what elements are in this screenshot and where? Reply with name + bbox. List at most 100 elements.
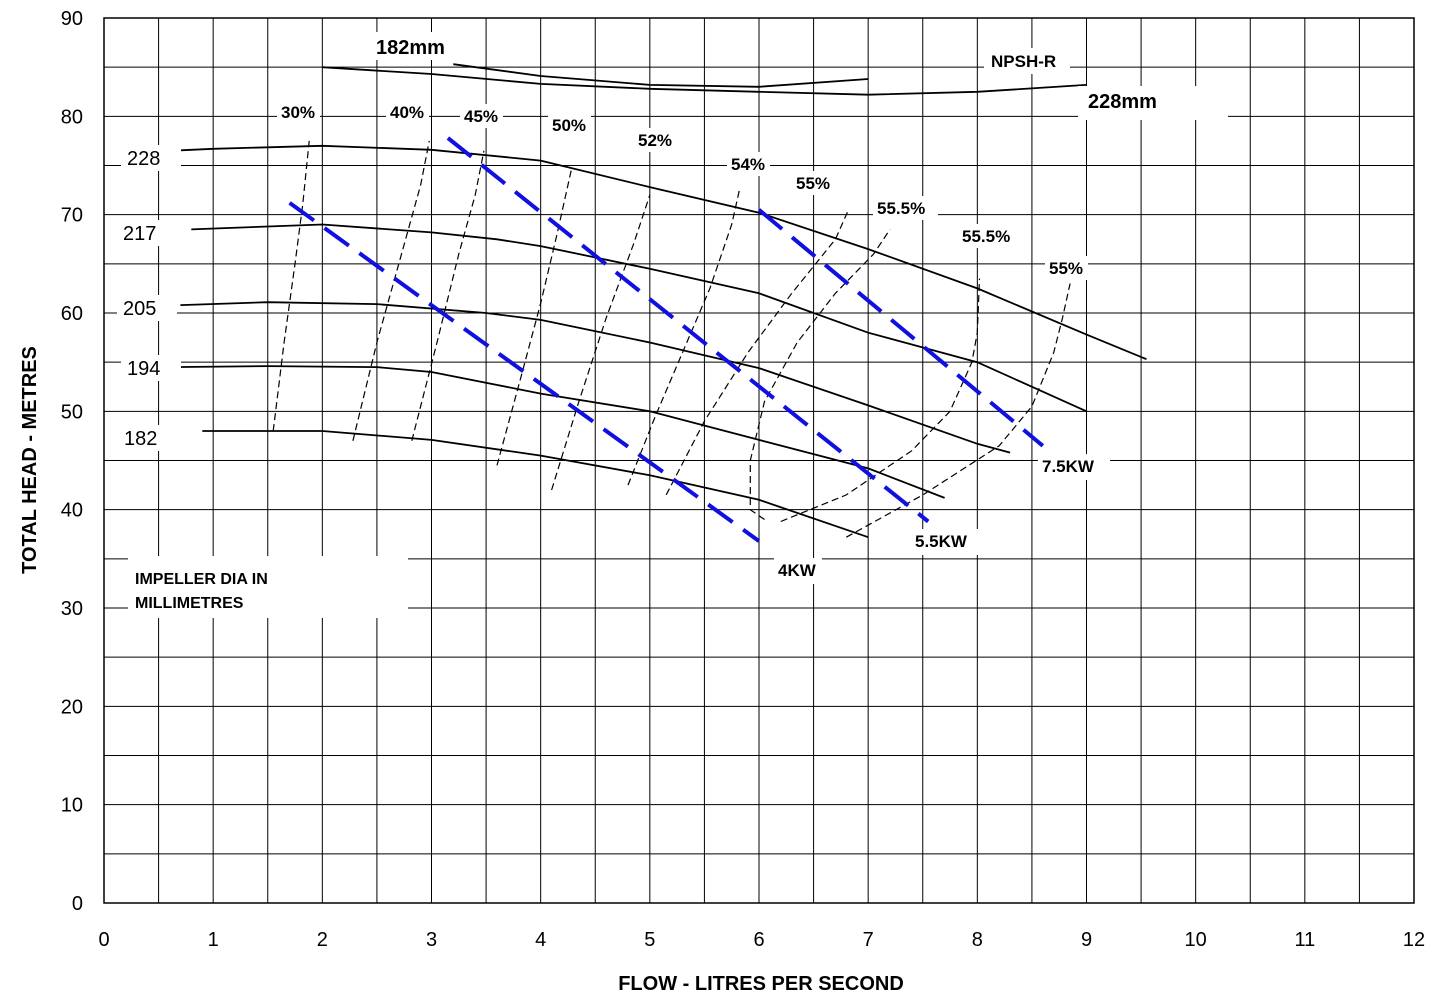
x-tick-label: 7 [863, 929, 874, 951]
power-line-label: 5.5KW [915, 532, 968, 551]
impeller-note-bg [128, 556, 408, 618]
npsh-r-label-bg [984, 48, 1070, 74]
efficiency-curve [411, 150, 485, 441]
efficiency-label-bg [277, 100, 320, 124]
efficiency-label-bg [460, 104, 503, 128]
efficiency-curve-label: 52% [638, 131, 672, 150]
head-curve [169, 144, 1147, 361]
plot-frame [103, 17, 1415, 904]
efficiency-curves [272, 140, 1071, 538]
power-line [288, 201, 761, 543]
y-tick-label: 20 [61, 696, 83, 718]
efficiency-label-bg [727, 152, 770, 176]
x-axis-title: FLOW - LITRES PER SECOND [618, 973, 904, 995]
efficiency-curve [665, 209, 850, 496]
efficiency-curve [496, 170, 572, 466]
x-tick-label: 12 [1403, 929, 1425, 951]
x-tick-label: 9 [1081, 929, 1092, 951]
head-curve [169, 365, 945, 499]
head-curve [191, 223, 1087, 413]
npsh-curve-label: 228mm [1088, 91, 1157, 113]
efficiency-curve [749, 229, 891, 520]
x-tick-label: 0 [98, 929, 109, 951]
efficiency-label-bg [634, 128, 677, 152]
x-tick-label: 11 [1294, 929, 1315, 951]
y-tick-label: 10 [61, 795, 83, 817]
efficiency-curve [846, 283, 1071, 538]
efficiency-curve [352, 140, 430, 441]
y-tick-label: 90 [61, 8, 83, 30]
head-curve [180, 301, 1011, 454]
head-label-bg [117, 220, 177, 246]
npsh-r-label: NPSH-R [991, 52, 1056, 71]
efficiency-curve-label: 55% [1049, 259, 1083, 278]
efficiency-curve-label: 40% [390, 103, 424, 122]
y-tick-label: 70 [61, 205, 83, 227]
efficiency-curve-label: 54% [731, 155, 765, 174]
impeller-note-line: IMPELLER DIA IN [135, 571, 268, 588]
head-label-bg [121, 355, 181, 381]
head-curve-label: 194 [127, 358, 160, 380]
efficiency-label-bg [386, 100, 429, 124]
head-curves [169, 144, 1147, 539]
efficiency-curve-label: 55.5% [962, 227, 1010, 246]
x-tick-label: 4 [535, 929, 546, 951]
y-tick-label: 30 [61, 598, 83, 620]
efficiency-curve [780, 278, 981, 523]
efficiency-curve [272, 140, 310, 432]
efficiency-curve-label: 50% [552, 116, 586, 135]
npsh-curve [453, 63, 869, 88]
power-line-label: 7.5KW [1042, 457, 1095, 476]
npsh-curves [322, 63, 1087, 96]
efficiency-curve-label: 55.5% [877, 199, 925, 218]
efficiency-label-bg [1045, 256, 1088, 280]
head-curve [202, 430, 869, 539]
efficiency-curve-label: 45% [464, 107, 498, 126]
power-label-bg [1038, 454, 1110, 480]
head-label-bg [117, 295, 177, 321]
curve-labels: 228 217 205 194 182 182mm NPSH-R 228mm 30% 40% 45%… [117, 32, 1228, 618]
y-axis-title: TOTAL HEAD - METRES [19, 346, 41, 574]
y-tick-label: 50 [61, 401, 83, 423]
impeller-note-line: MILLIMETRES [135, 595, 244, 612]
efficiency-label-bg [873, 196, 938, 220]
npsh-curve-label: 182mm [376, 37, 445, 59]
npsh-label-bg [370, 32, 464, 60]
npsh-curve [322, 66, 1087, 96]
y-tick-label: 40 [61, 500, 83, 522]
x-tick-label: 6 [753, 929, 764, 951]
x-tick-label: 1 [208, 929, 219, 951]
efficiency-label-bg [548, 113, 591, 137]
y-tick-label: 60 [61, 303, 83, 325]
efficiency-curve [627, 189, 740, 486]
head-curve-label: 217 [123, 223, 156, 245]
head-curve-label: 182 [124, 428, 157, 450]
head-label-bg [118, 425, 178, 451]
x-tick-label: 2 [317, 929, 328, 951]
power-label-bg [774, 558, 822, 584]
npsh-label-bg [1078, 86, 1228, 120]
y-tick-label: 0 [72, 893, 83, 915]
power-lines [288, 136, 1045, 543]
x-tick-label: 10 [1185, 929, 1207, 951]
power-line [757, 208, 1045, 448]
head-curve-label: 228 [127, 148, 160, 170]
power-line [446, 136, 930, 524]
efficiency-curve [551, 194, 651, 491]
power-line-label: 4KW [778, 561, 817, 580]
efficiency-label-bg [792, 171, 835, 195]
y-tick-label: 80 [61, 106, 83, 128]
x-tick-label: 5 [644, 929, 655, 951]
grid [103, 17, 1415, 904]
power-label-bg [911, 529, 983, 555]
efficiency-curve-label: 55% [796, 174, 830, 193]
x-tick-label: 8 [972, 929, 983, 951]
x-tick-label: 3 [426, 929, 437, 951]
efficiency-curve-label: 30% [281, 103, 315, 122]
head-label-bg [121, 145, 181, 171]
efficiency-label-bg [958, 224, 1023, 248]
head-curve-label: 205 [123, 298, 156, 320]
